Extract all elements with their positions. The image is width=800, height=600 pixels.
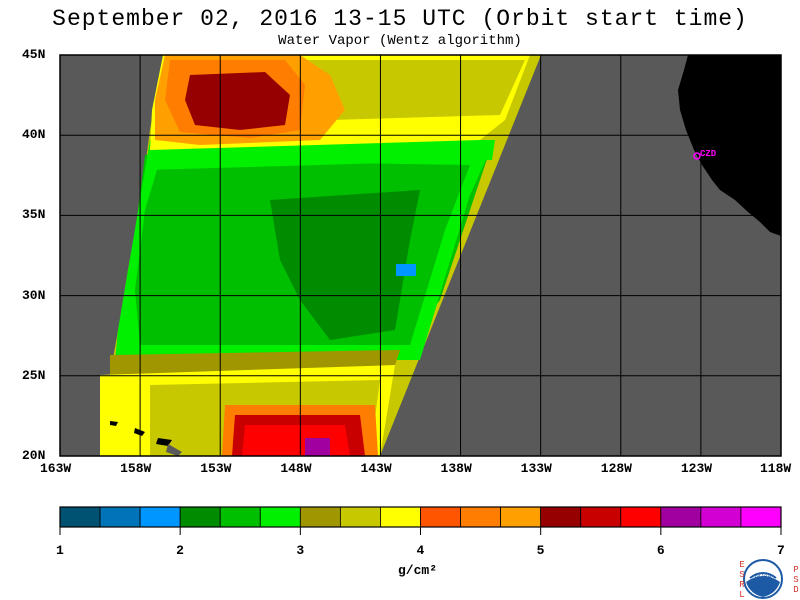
page-title: September 02, 2016 13-15 UTC (Orbit star… [52, 6, 748, 32]
colorbar-swatch [339, 506, 381, 528]
latitude-tick-label: 25N [22, 367, 46, 383]
colorbar-swatch [540, 506, 582, 528]
longitude-tick-label: 143W [360, 461, 392, 476]
latitude-tick-label: 20N [22, 448, 46, 463]
longitude-tick-label: 148W [280, 461, 312, 476]
longitude-tick-label: 163W [40, 461, 72, 476]
island [134, 428, 145, 436]
map-frame [59, 54, 782, 457]
colorbar-swatch [139, 506, 181, 528]
colorbar-swatch [59, 506, 101, 528]
longitude-tick-label: 158W [120, 461, 152, 476]
colorbar-swatch [620, 506, 662, 528]
colorbar-swatch [219, 506, 261, 528]
colorbar-swatch [580, 506, 622, 528]
station-label: CZD [700, 149, 717, 159]
longitude-tick-label: 138W [440, 461, 472, 476]
grid-lines [60, 55, 781, 456]
latitude-tick-label: 30N [22, 287, 46, 303]
latitude-tick-label: 40N [22, 127, 46, 143]
colorbar-tick-label: 2 [176, 543, 184, 558]
swath-dark-green-core [270, 190, 420, 340]
colorbar-tick-label: 1 [56, 543, 64, 558]
latitude-tick-label: 45N [22, 47, 46, 62]
colorbar-swatch [500, 506, 542, 528]
satellite-swath [100, 55, 541, 456]
station-marker [693, 152, 701, 160]
colorbar-swatch [99, 506, 141, 528]
colorbar-tick-label: 3 [296, 543, 305, 558]
colorbar-unit: g/cm² [398, 563, 438, 578]
colorbar-tick-label: 6 [656, 543, 665, 558]
colorbar [59, 506, 782, 535]
colorbar-swatch [259, 506, 301, 528]
swath-blue-patch [396, 264, 416, 276]
longitude-tick-label: 128W [600, 461, 632, 476]
swath-south-brightred [242, 425, 350, 456]
colorbar-swatch [420, 506, 461, 528]
colorbar-swatch [299, 506, 341, 528]
colorbar-swatch [460, 506, 502, 528]
swath-south-purple [305, 438, 330, 456]
longitude-tick-label: 118W [760, 461, 792, 476]
colorbar-swatch [740, 506, 782, 528]
colorbar-tick-label: 7 [777, 543, 785, 558]
swath-north-olive [300, 60, 525, 120]
longitude-tick-label: 133W [520, 461, 552, 476]
island [166, 444, 182, 456]
longitude-tick-label: 153W [200, 461, 232, 476]
land-mass [678, 55, 781, 236]
longitude-tick-label: 123W [680, 461, 713, 476]
logo-center-text: NOAA [754, 574, 771, 580]
page-subtitle: Water Vapor (Wentz algorithm) [278, 33, 522, 49]
colorbar-swatch [700, 506, 742, 528]
colorbar-swatch [660, 506, 702, 528]
island [110, 421, 118, 426]
colorbar-swatch [179, 506, 221, 528]
colorbar-swatch [380, 506, 421, 528]
noaa-logo: NOAA [743, 559, 783, 599]
swath-north-darkred [185, 72, 290, 130]
latitude-tick-label: 35N [22, 207, 46, 223]
colorbar-tick-label: 5 [536, 543, 545, 558]
colorbar-tick-label: 4 [416, 543, 425, 558]
